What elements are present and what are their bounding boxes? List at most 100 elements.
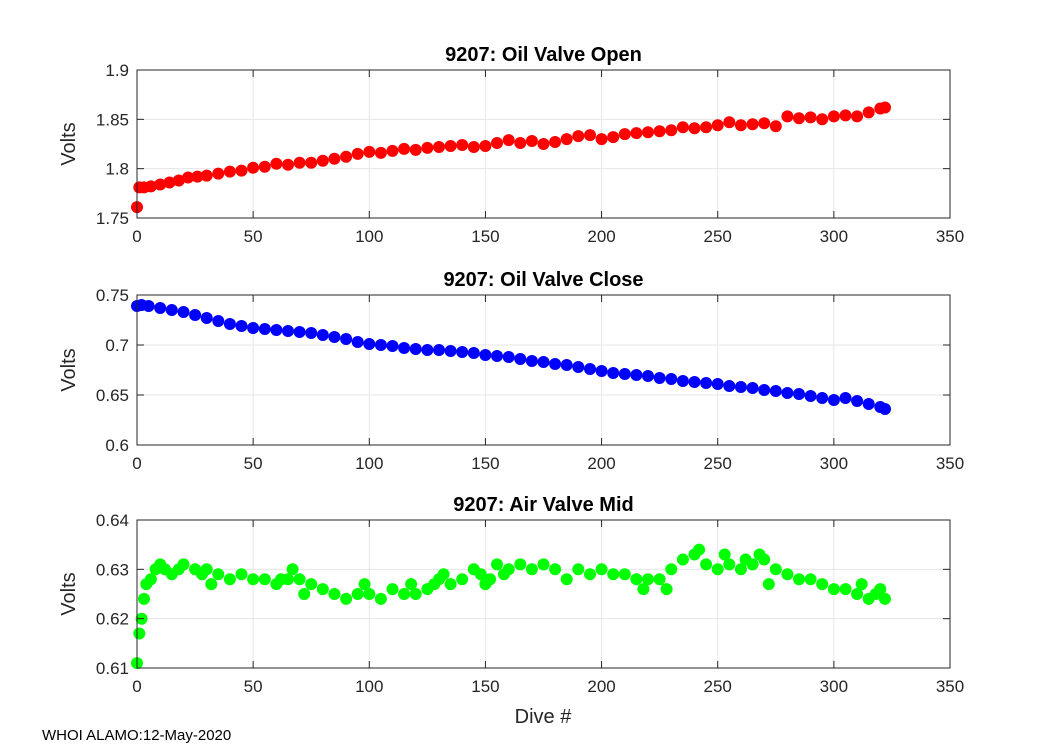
data-point (189, 309, 202, 321)
data-point (374, 592, 387, 605)
x-tick-label: 100 (355, 227, 383, 246)
data-point (816, 392, 829, 404)
data-point (549, 136, 562, 148)
data-point (781, 110, 794, 123)
data-point (525, 135, 538, 147)
data-point (358, 578, 371, 591)
data-point (258, 160, 271, 173)
data-point (862, 106, 875, 119)
data-point (769, 563, 782, 576)
data-point (700, 558, 713, 571)
data-point (711, 563, 724, 576)
data-point (467, 347, 480, 359)
data-point (340, 150, 353, 163)
x-tick-label: 100 (355, 454, 383, 473)
axes-box (136, 519, 951, 669)
y-tick-label: 0.75 (96, 286, 129, 305)
data-point (525, 563, 538, 576)
data-point (293, 326, 306, 338)
data-point (525, 355, 538, 367)
plot-area (137, 295, 950, 445)
data-point (154, 178, 167, 191)
data-point (282, 325, 294, 337)
data-point (456, 139, 469, 151)
y-tick-label: 0.64 (96, 511, 129, 530)
data-point (879, 403, 891, 415)
data-point (205, 578, 218, 591)
data-point (223, 573, 236, 586)
data-point (723, 380, 736, 392)
data-point (316, 583, 329, 596)
y-tick-label: 1.85 (96, 110, 129, 129)
data-point (444, 345, 457, 357)
data-point (851, 395, 864, 407)
data-point (746, 558, 759, 571)
y-tick-label: 1.75 (96, 209, 129, 228)
y-tick-label: 0.61 (96, 659, 129, 678)
data-point (642, 370, 654, 382)
data-point (223, 165, 236, 178)
data-point (154, 302, 167, 314)
data-point (421, 141, 434, 154)
data-point (235, 164, 248, 177)
data-point (514, 137, 527, 149)
data-point (305, 578, 318, 591)
y-tick-label: 0.65 (96, 386, 129, 405)
data-point (258, 323, 271, 335)
data-point (781, 387, 794, 399)
data-point (804, 573, 817, 586)
data-point (316, 154, 329, 167)
x-tick-label: 350 (936, 227, 964, 246)
x-tick-label: 300 (820, 227, 848, 246)
x-tick-label: 250 (704, 677, 732, 696)
y-tick-label: 1.9 (105, 61, 129, 80)
data-point (398, 588, 411, 600)
y-tick-label: 0.7 (105, 336, 129, 355)
data-point (560, 133, 573, 146)
data-point (879, 101, 891, 114)
x-tick-label: 150 (471, 454, 499, 473)
data-point (351, 147, 364, 160)
data-point (456, 573, 469, 586)
data-point (816, 113, 829, 126)
data-point (386, 583, 399, 596)
data-point (537, 558, 550, 571)
data-point (491, 137, 503, 149)
y-axis-label: Volts (58, 122, 80, 165)
x-tick-label: 0 (132, 677, 141, 696)
data-point (723, 116, 736, 129)
data-point (502, 351, 515, 363)
data-point (676, 553, 689, 566)
axes-box (136, 69, 951, 219)
data-point (138, 592, 150, 605)
data-point (746, 382, 759, 394)
data-point (618, 368, 631, 380)
y-axis-label: Volts (58, 572, 80, 615)
data-point (851, 588, 864, 600)
x-tick-label: 250 (704, 227, 732, 246)
data-point (584, 129, 596, 142)
data-point (177, 558, 190, 571)
data-point (409, 143, 422, 156)
data-point (163, 176, 176, 189)
data-point (212, 167, 225, 180)
data-point (607, 367, 620, 379)
data-point (855, 578, 868, 591)
data-point (607, 568, 620, 581)
data-point (758, 553, 771, 566)
data-point (374, 339, 387, 351)
data-point (637, 583, 650, 596)
data-point (200, 312, 213, 324)
x-tick-label: 350 (936, 677, 964, 696)
data-point (144, 180, 157, 193)
y-tick-label: 1.8 (105, 160, 129, 179)
data-point (653, 573, 666, 586)
data-point (142, 300, 155, 312)
data-point (351, 588, 364, 600)
data-point (688, 122, 701, 135)
data-point (618, 568, 631, 581)
data-point (282, 573, 294, 586)
data-point (258, 573, 271, 586)
data-point (584, 568, 596, 581)
y-tick-label: 0.63 (96, 560, 129, 579)
